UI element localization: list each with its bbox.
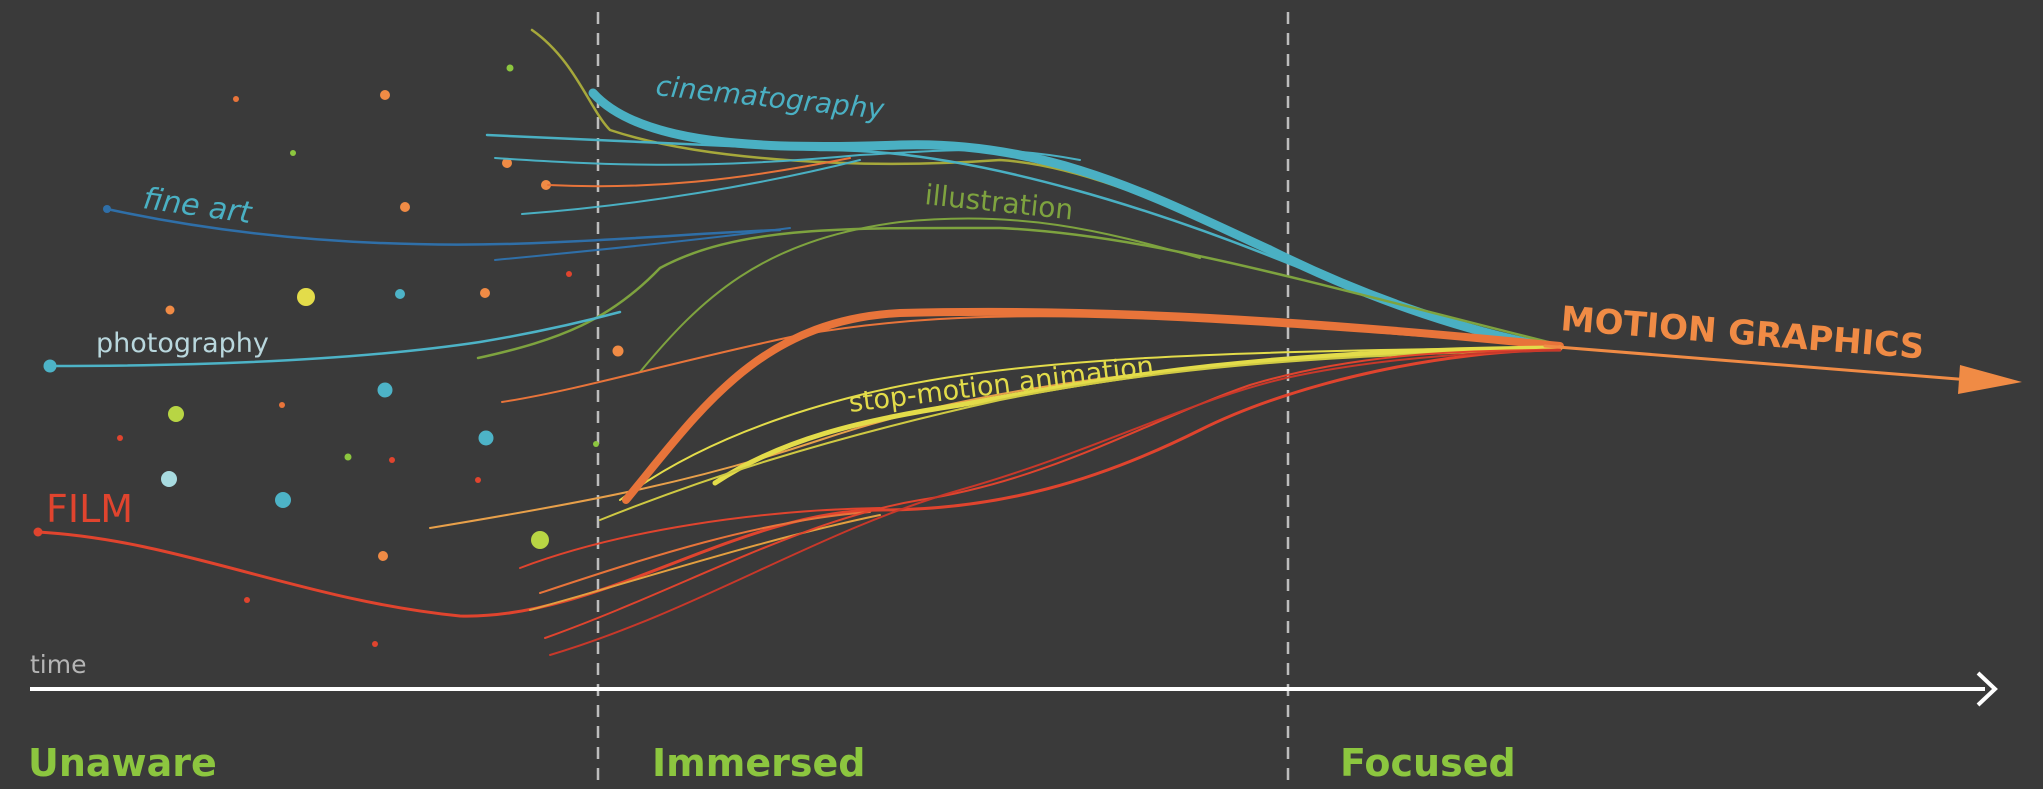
dot [279, 402, 285, 408]
phase-immersed: Immersed [652, 741, 865, 785]
label-cinematography: cinematography [654, 69, 886, 126]
stream-line [476, 226, 1562, 360]
stream-line [105, 207, 782, 246]
dot [612, 345, 624, 357]
dot [372, 641, 378, 647]
film-streams [33, 348, 1562, 656]
label-time: time [30, 650, 86, 679]
stream-line [539, 511, 871, 594]
dot [506, 64, 514, 72]
arrowhead-icon [1958, 365, 2022, 394]
dot [531, 531, 549, 549]
stream-line [519, 507, 881, 569]
photography-start-dot [43, 359, 57, 373]
dot [117, 435, 123, 441]
stream-line [622, 307, 1564, 504]
fine-art-start-dot [103, 205, 111, 213]
dot [566, 271, 572, 277]
illustration-streams [476, 217, 1562, 373]
label-film: FILM [46, 487, 133, 531]
dot [297, 288, 315, 306]
stream-line [529, 514, 881, 611]
stream-line [619, 347, 1561, 501]
phase-focused: Focused [1340, 741, 1516, 785]
label-motion-graphics: MOTION GRAPHICS [1559, 299, 1925, 367]
motion-graphics-arrow [1543, 344, 2022, 394]
dot [480, 288, 490, 298]
label-stop-motion: stop-motion animation [847, 351, 1155, 419]
dot [400, 202, 410, 212]
stop-motion-streams [599, 345, 1563, 521]
phase-unaware: Unaware [28, 741, 217, 785]
stream-line [544, 349, 1561, 639]
stream-line [521, 159, 861, 215]
dot [377, 382, 393, 398]
stream-line [599, 349, 1561, 521]
dot [380, 90, 390, 100]
fine-art-streams [103, 205, 791, 261]
label-fine-art: fine art [141, 181, 255, 231]
dot [233, 96, 239, 102]
dot [378, 551, 388, 561]
stream-line [712, 345, 1563, 486]
stream-line [36, 348, 1562, 618]
timeline [30, 671, 1998, 707]
dot [502, 158, 512, 168]
dot [290, 150, 296, 156]
dot [168, 406, 184, 422]
dot [593, 441, 599, 447]
dot [161, 471, 177, 487]
dot [395, 289, 405, 299]
stream-line [547, 157, 851, 188]
scattered-dots [117, 64, 624, 647]
stream-line [639, 217, 1201, 373]
dot [344, 453, 352, 461]
stream-line [1543, 344, 1972, 382]
photography-streams [43, 310, 622, 373]
dot [478, 430, 494, 446]
dot [475, 477, 481, 483]
dot [244, 597, 250, 603]
dot [541, 180, 551, 190]
dot [389, 457, 395, 463]
dot [165, 305, 175, 315]
stream-line [549, 349, 1561, 656]
stream-line [48, 310, 622, 368]
label-photography: photography [96, 328, 269, 359]
motion-graphics-streams [429, 307, 1564, 529]
timeline-arrowhead-icon [1976, 671, 1998, 707]
dot [275, 492, 291, 508]
stream-line [494, 227, 791, 261]
film-start-dot [33, 527, 43, 537]
